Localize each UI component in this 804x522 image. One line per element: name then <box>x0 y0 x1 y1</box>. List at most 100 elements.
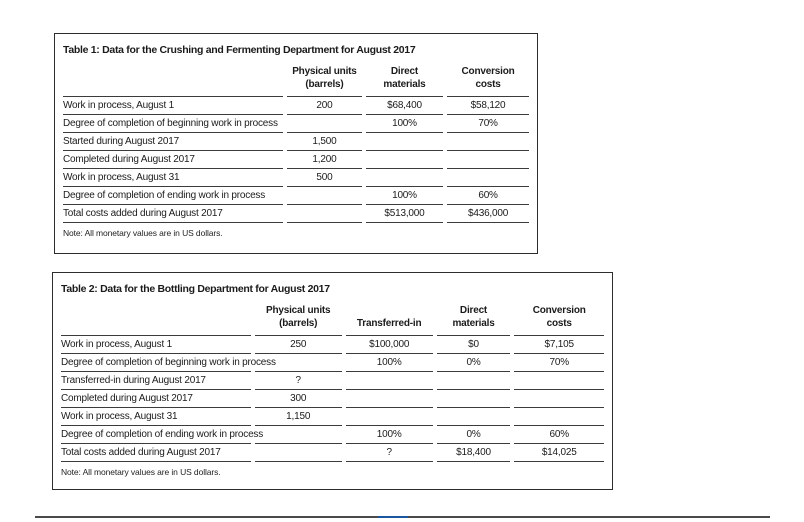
table1-body: Work in process, August 1 200 $68,400 $5… <box>63 97 529 223</box>
column-header-transferred-in: Transferred-in <box>345 304 433 336</box>
table1-title: Table 1: Data for the Crushing and Ferme… <box>63 44 416 56</box>
cell: $18,400 <box>436 444 511 462</box>
cell <box>514 390 604 408</box>
table-row: Started during August 2017 1,500 <box>63 133 529 151</box>
column-header-conversion-costs: Conversion costs <box>514 304 604 336</box>
cell <box>436 390 511 408</box>
table1-header-row: Physical units (barrels) Direct material… <box>63 65 529 97</box>
column-header-physical-units: Physical units (barrels) <box>254 304 342 336</box>
table2-card: Table 2: Data for the Bottling Departmen… <box>52 272 613 490</box>
cell: 1,500 <box>286 133 362 151</box>
table-row: Work in process, August 31 1,150 <box>61 408 604 426</box>
row-label: Work in process, August 1 <box>63 97 283 115</box>
cell <box>286 205 362 223</box>
cell: 70% <box>447 115 529 133</box>
table2-header: Physical units (barrels) Transferred-in … <box>61 304 604 336</box>
cell: 70% <box>514 354 604 372</box>
column-header-empty <box>61 304 251 336</box>
cell: 100% <box>345 426 433 444</box>
table-row: Degree of completion of ending work in p… <box>63 187 529 205</box>
cell <box>254 444 342 462</box>
row-label: Degree of completion of ending work in p… <box>63 187 283 205</box>
row-label: Work in process, August 31 <box>61 408 251 426</box>
table2: Physical units (barrels) Transferred-in … <box>57 304 608 462</box>
column-header-empty <box>63 65 283 97</box>
cell <box>345 408 433 426</box>
bottom-divider <box>35 516 770 518</box>
column-header-conversion-costs: Conversion costs <box>447 65 529 97</box>
cell: 300 <box>254 390 342 408</box>
cell: 100% <box>365 187 444 205</box>
row-label: Completed during August 2017 <box>63 151 283 169</box>
table-row: Completed during August 2017 300 <box>61 390 604 408</box>
cell: $14,025 <box>514 444 604 462</box>
row-label: Started during August 2017 <box>63 133 283 151</box>
table2-note: Note: All monetary values are in US doll… <box>61 467 221 477</box>
cell <box>514 372 604 390</box>
table1-header: Physical units (barrels) Direct material… <box>63 65 529 97</box>
table-row: Degree of completion of beginning work i… <box>61 354 604 372</box>
table-row: Total costs added during August 2017 $51… <box>63 205 529 223</box>
cell <box>365 151 444 169</box>
bottom-divider-accent <box>378 516 408 518</box>
cell: 0% <box>436 426 511 444</box>
table1: Physical units (barrels) Direct material… <box>59 65 533 223</box>
cell: $436,000 <box>447 205 529 223</box>
cell: 60% <box>447 187 529 205</box>
row-label: Degree of completion of beginning work i… <box>63 115 283 133</box>
cell: $100,000 <box>345 336 433 354</box>
cell <box>286 187 362 205</box>
cell: $7,105 <box>514 336 604 354</box>
table-row: Work in process, August 1 250 $100,000 $… <box>61 336 604 354</box>
cell <box>436 408 511 426</box>
cell <box>447 169 529 187</box>
cell: 200 <box>286 97 362 115</box>
cell: 0% <box>436 354 511 372</box>
table-row: Total costs added during August 2017 ? $… <box>61 444 604 462</box>
column-header-direct-materials: Direct materials <box>436 304 511 336</box>
row-label: Work in process, August 31 <box>63 169 283 187</box>
table1-note: Note: All monetary values are in US doll… <box>63 228 223 238</box>
cell <box>345 390 433 408</box>
cell: 60% <box>514 426 604 444</box>
table-row: Work in process, August 1 200 $68,400 $5… <box>63 97 529 115</box>
cell <box>514 408 604 426</box>
cell <box>365 133 444 151</box>
column-header-direct-materials: Direct materials <box>365 65 444 97</box>
column-header-physical-units: Physical units (barrels) <box>286 65 362 97</box>
table-row: Completed during August 2017 1,200 <box>63 151 529 169</box>
cell: $68,400 <box>365 97 444 115</box>
cell <box>447 133 529 151</box>
table-row: Degree of completion of ending work in p… <box>61 426 604 444</box>
table2-header-row: Physical units (barrels) Transferred-in … <box>61 304 604 336</box>
table2-body: Work in process, August 1 250 $100,000 $… <box>61 336 604 462</box>
cell <box>345 372 433 390</box>
table-row: Transferred-in during August 2017 ? <box>61 372 604 390</box>
cell: ? <box>254 372 342 390</box>
cell: $513,000 <box>365 205 444 223</box>
row-label: Transferred-in during August 2017 <box>61 372 251 390</box>
cell: ? <box>345 444 433 462</box>
cell: 1,150 <box>254 408 342 426</box>
row-label: Completed during August 2017 <box>61 390 251 408</box>
cell: 1,200 <box>286 151 362 169</box>
cell: 500 <box>286 169 362 187</box>
row-label: Total costs added during August 2017 <box>63 205 283 223</box>
cell: 100% <box>345 354 433 372</box>
cell: $58,120 <box>447 97 529 115</box>
cell: 250 <box>254 336 342 354</box>
cell: $0 <box>436 336 511 354</box>
cell: 100% <box>365 115 444 133</box>
cell <box>286 115 362 133</box>
row-label: Degree of completion of ending work in p… <box>61 426 263 444</box>
table-row: Degree of completion of beginning work i… <box>63 115 529 133</box>
table1-card: Table 1: Data for the Crushing and Ferme… <box>54 33 538 254</box>
row-label: Total costs added during August 2017 <box>61 444 251 462</box>
row-label: Work in process, August 1 <box>61 336 251 354</box>
cell <box>436 372 511 390</box>
cell <box>447 151 529 169</box>
cell <box>254 354 342 372</box>
table2-title: Table 2: Data for the Bottling Departmen… <box>61 283 330 295</box>
table-row: Work in process, August 31 500 <box>63 169 529 187</box>
cell <box>254 426 342 444</box>
